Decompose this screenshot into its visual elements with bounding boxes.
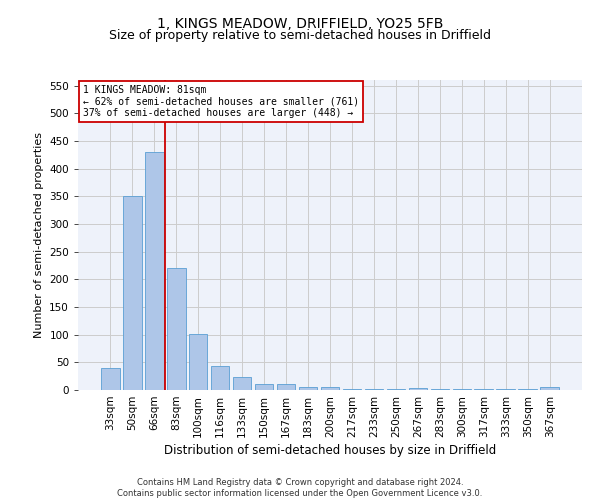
Text: Contains HM Land Registry data © Crown copyright and database right 2024.
Contai: Contains HM Land Registry data © Crown c… [118,478,482,498]
Bar [255,384,274,390]
X-axis label: Distribution of semi-detached houses by size in Driffield: Distribution of semi-detached houses by … [164,444,496,457]
Text: 1 KINGS MEADOW: 81sqm
← 62% of semi-detached houses are smaller (761)
37% of sem: 1 KINGS MEADOW: 81sqm ← 62% of semi-deta… [83,84,359,118]
Text: 1, KINGS MEADOW, DRIFFIELD, YO25 5FB: 1, KINGS MEADOW, DRIFFIELD, YO25 5FB [157,18,443,32]
Bar [320,386,340,390]
Bar [299,387,317,390]
Bar [145,152,164,390]
Bar [343,389,361,390]
Bar [189,334,208,390]
Bar [409,388,427,390]
Bar [167,268,185,390]
Text: Size of property relative to semi-detached houses in Driffield: Size of property relative to semi-detach… [109,29,491,42]
Bar [277,384,295,390]
Bar [101,368,119,390]
Bar [541,387,559,390]
Bar [123,196,142,390]
Bar [211,366,229,390]
Bar [233,376,251,390]
Y-axis label: Number of semi-detached properties: Number of semi-detached properties [34,132,44,338]
